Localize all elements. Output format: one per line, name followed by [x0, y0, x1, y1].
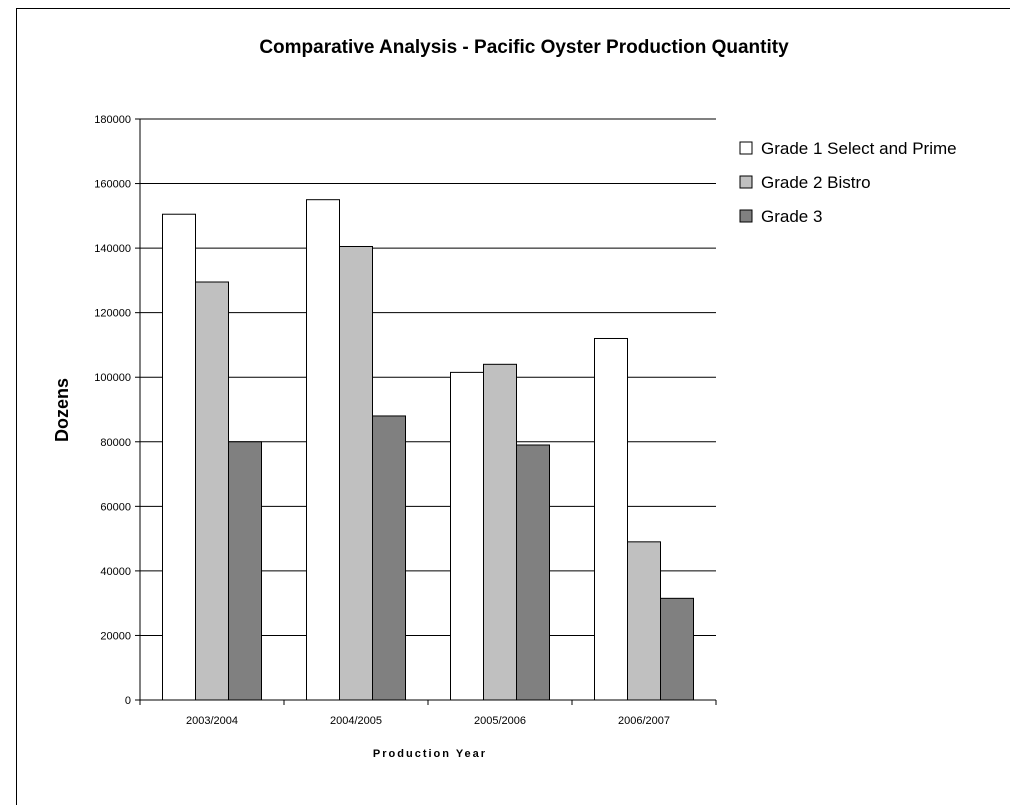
- bar: [228, 441, 262, 701]
- y-tick-label: 0: [125, 695, 131, 707]
- legend-label: Grade 3: [761, 207, 822, 226]
- x-tick-label: 2004/2005: [330, 715, 382, 727]
- bar: [516, 444, 550, 701]
- y-tick-label: 120000: [94, 308, 131, 320]
- y-tick-label: 100000: [94, 372, 131, 384]
- axes: 0 20000 40000 60000 80000 100000 120000 140000 1…: [94, 114, 717, 727]
- chart-title: Comparative Analysis - Pacific Oyster Pr…: [259, 37, 789, 58]
- y-tick-label: 180000: [94, 114, 131, 126]
- y-tick-label: 140000: [94, 243, 131, 255]
- bar: [372, 415, 406, 701]
- chart-frame: [16, 8, 1010, 805]
- x-axis-label: Production Year: [373, 748, 487, 760]
- bar: [450, 371, 484, 701]
- legend-label: Grade 1 Select and Prime: [761, 139, 957, 158]
- bar: [594, 337, 628, 701]
- legend-swatch: [739, 175, 753, 189]
- bar: [339, 245, 373, 701]
- legend-swatch: [739, 141, 753, 155]
- legend-swatch: [739, 209, 753, 223]
- bar: [660, 597, 694, 701]
- bar: [162, 213, 196, 701]
- bar: [195, 281, 229, 701]
- y-tick-label: 80000: [100, 437, 131, 449]
- legend: Grade 1 Select and Prime Grade 2 Bistro Gr…: [739, 139, 957, 226]
- bar: [306, 199, 340, 701]
- legend-label: Grade 2 Bistro: [761, 173, 871, 192]
- x-tick-label: 2006/2007: [618, 715, 670, 727]
- bar: [627, 541, 661, 701]
- x-tick-label: 2005/2006: [474, 715, 526, 727]
- y-tick-label: 20000: [100, 630, 131, 642]
- bar: [483, 363, 517, 701]
- y-tick-label: 40000: [100, 566, 131, 578]
- x-tick-label: 2003/2004: [186, 715, 238, 727]
- y-tick-label: 60000: [100, 501, 131, 513]
- y-axis-label: Dozens: [52, 378, 72, 442]
- bars: [162, 199, 694, 701]
- y-tick-label: 160000: [94, 179, 131, 191]
